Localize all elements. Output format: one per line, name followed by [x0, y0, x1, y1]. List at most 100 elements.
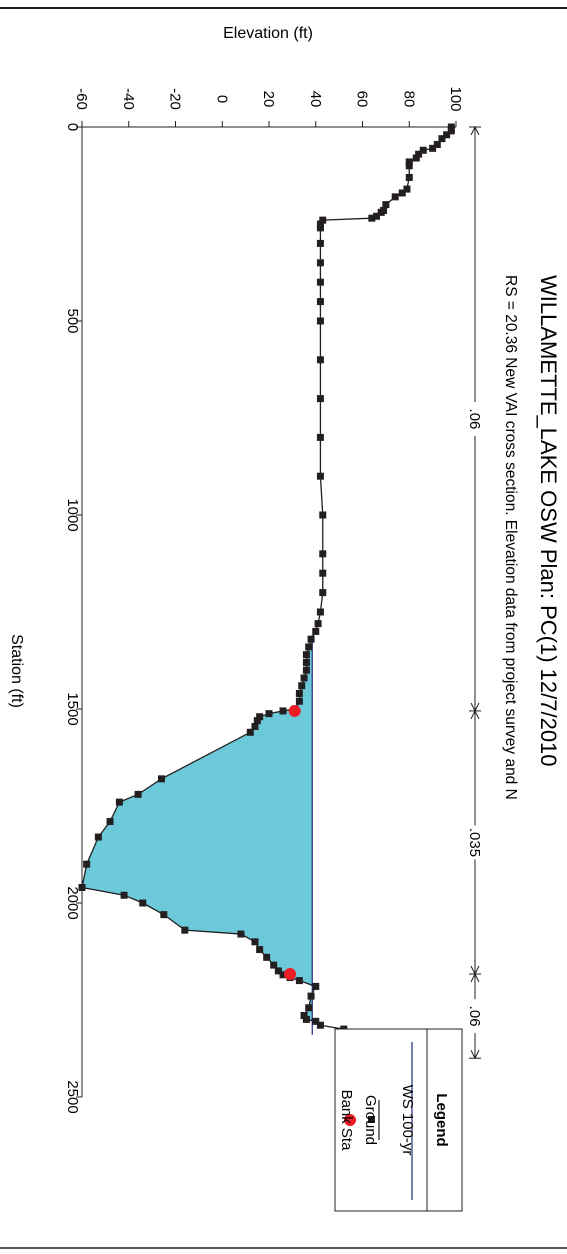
elevation-tick-label: -60 — [73, 88, 90, 110]
ground-point — [433, 140, 441, 148]
ground-point — [274, 967, 282, 975]
ground-point — [302, 658, 310, 666]
station-tick-label: 1000 — [64, 498, 81, 531]
ground-point — [398, 189, 406, 197]
bank-station-marker — [284, 968, 297, 981]
ground-point — [295, 977, 303, 985]
station-tick-label: 0 — [64, 123, 81, 131]
ground-point — [256, 946, 264, 954]
zone-label: .06 — [466, 1006, 483, 1027]
legend-box — [334, 1028, 463, 1212]
ground-point — [302, 1015, 310, 1023]
ground-point — [316, 239, 324, 247]
elevation-tick-label: 40 — [307, 91, 324, 108]
elevation-tick-label: 60 — [354, 91, 371, 108]
ground-point — [300, 1012, 308, 1020]
ground-point — [307, 635, 315, 643]
legend-bank-label: Bank Sta — [338, 1090, 355, 1152]
ground-point — [134, 790, 142, 798]
ground-point — [316, 395, 324, 403]
ground-point — [246, 728, 254, 736]
elevation-tick-label: -20 — [167, 88, 184, 110]
bank-station-layer — [284, 704, 301, 981]
ground-point — [251, 938, 259, 946]
ground-point — [316, 608, 324, 616]
ground-point — [160, 911, 168, 919]
ground-point — [94, 833, 102, 841]
ground-point — [106, 818, 114, 826]
ground-point — [298, 682, 306, 690]
axis-layer: 0 500 1000 1500 2000 2500 -60 -40 -20 0 20 40 60 80 10… — [64, 86, 464, 1113]
ground-point — [405, 173, 413, 181]
station-tick-label: 2000 — [64, 886, 81, 919]
zone-label: .035 — [466, 828, 483, 857]
ground-point — [279, 707, 287, 715]
chart-subtitle: RS = 20.36 New VAI cross section. Elevat… — [502, 275, 519, 800]
ground-point — [382, 201, 390, 209]
station-tick-label: 2500 — [64, 1080, 81, 1113]
ground-point — [237, 930, 245, 938]
ground-point — [265, 710, 273, 718]
ground-point — [256, 713, 264, 721]
ground-point — [305, 643, 313, 651]
ground-point — [368, 214, 376, 222]
ground-point — [438, 135, 446, 143]
ground-point — [270, 961, 278, 969]
ground-point — [319, 550, 327, 558]
ground-point — [83, 860, 91, 868]
roughness-zone-layer: .06 .035 .06 — [466, 125, 483, 1060]
ground-point — [253, 717, 261, 725]
zone-arrow — [470, 1049, 480, 1060]
ground-point — [316, 1021, 324, 1029]
ground-point — [377, 208, 385, 216]
ground-point — [312, 1017, 320, 1025]
ground-point — [412, 154, 420, 162]
zone-arrow — [470, 125, 480, 136]
ground-point — [295, 689, 303, 697]
station-tick-label: 500 — [64, 308, 81, 333]
ground-point — [139, 899, 147, 907]
legend-ws-label: WS 100-yr — [399, 1085, 416, 1156]
ground-point — [319, 589, 327, 597]
ground-point — [319, 216, 327, 224]
ground-point — [415, 150, 423, 158]
ground-point — [316, 472, 324, 480]
ground-point — [373, 212, 381, 220]
elevation-tick-label: -40 — [120, 88, 137, 110]
ground-point — [302, 666, 310, 674]
ground-point — [316, 220, 324, 228]
elevation-tick-label: 20 — [260, 91, 277, 108]
water-layer — [82, 635, 313, 1035]
ground-point — [115, 798, 123, 806]
ground-point — [263, 953, 271, 961]
ground-point — [316, 317, 324, 325]
elevation-tick-label: 100 — [447, 86, 464, 111]
legend-title: Legend — [433, 1093, 450, 1146]
ground-point — [312, 982, 320, 990]
zone-arrow — [470, 709, 480, 720]
ground-point — [443, 131, 451, 139]
ground-point — [316, 224, 324, 232]
ground-point — [120, 891, 128, 899]
ground-point — [429, 144, 437, 152]
ground-point — [319, 511, 327, 519]
ground-point — [279, 971, 287, 979]
plot-area: 0 500 1000 1500 2000 2500 -60 -40 -20 0 20 40 60 80 10… — [64, 86, 483, 1113]
ground-point — [405, 162, 413, 170]
ground-point — [312, 627, 320, 635]
ground-point — [319, 569, 327, 577]
ground-point — [305, 1004, 313, 1012]
water-fill — [82, 635, 313, 1035]
ground-point — [251, 722, 259, 730]
chart-title: WILLAMETTE_LAKE OSW Plan: PC(1) 12/7/201… — [536, 275, 561, 767]
elevation-tick-label: 80 — [400, 91, 417, 108]
ground-point — [181, 926, 189, 934]
ground-point — [314, 620, 322, 628]
zone-label: .06 — [466, 409, 483, 430]
legend-ground-label: Ground — [362, 1095, 379, 1145]
elevation-tick-label: 0 — [213, 95, 230, 103]
ground-point — [391, 193, 399, 201]
ground-point — [316, 356, 324, 364]
